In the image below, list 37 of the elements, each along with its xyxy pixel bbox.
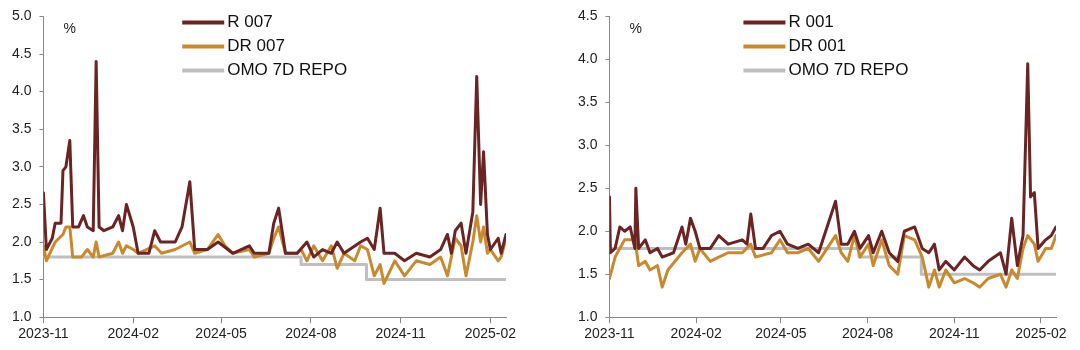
x-tick-label: 2025-02 xyxy=(464,325,517,342)
x-tick-label: 2024-02 xyxy=(670,325,723,342)
x-tick-label: 2024-11 xyxy=(929,325,980,342)
y-axis-title: % xyxy=(629,20,642,37)
y-tick-label: 2.5 xyxy=(577,179,598,196)
legend-label: DR 007 xyxy=(227,36,285,56)
x-tick-label: 2024-02 xyxy=(107,325,160,342)
y-tick-label: 4.0 xyxy=(577,50,598,67)
y-tick-label: 1.0 xyxy=(11,308,32,325)
x-tick-label: 2024-11 xyxy=(375,325,426,342)
legend-label: R 001 xyxy=(788,12,834,32)
y-tick-label: 5.0 xyxy=(11,7,32,24)
x-tick-label: 2023-11 xyxy=(18,325,69,342)
x-tick-label: 2024-05 xyxy=(755,325,807,342)
y-tick-label: 3.0 xyxy=(577,136,598,153)
y-tick-label: 4.5 xyxy=(11,44,32,61)
legend-label: DR 001 xyxy=(788,36,847,56)
y-tick-label: 3.5 xyxy=(577,93,598,110)
legend-label: OMO 7D REPO xyxy=(788,60,909,80)
legend-label: R 007 xyxy=(227,12,273,32)
x-tick-label: 2024-08 xyxy=(285,325,337,342)
y-tick-label: 1.5 xyxy=(577,265,598,282)
x-tick-label: 2024-05 xyxy=(195,325,247,342)
y-tick-label: 2.0 xyxy=(11,232,32,249)
x-tick-label: 2025-02 xyxy=(1015,325,1067,342)
y-tick-label: 2.5 xyxy=(11,195,32,212)
x-tick-label: 2024-08 xyxy=(841,325,894,342)
y-axis-title: % xyxy=(63,20,76,37)
y-tick-label: 3.5 xyxy=(11,120,32,137)
y-tick-label: 3.0 xyxy=(11,157,32,174)
y-tick-label: 1.0 xyxy=(577,308,598,325)
x-tick-label: 2023-11 xyxy=(584,325,635,342)
y-tick-label: 2.0 xyxy=(577,222,598,239)
y-tick-label: 1.5 xyxy=(11,270,32,287)
legend-label: OMO 7D REPO xyxy=(227,60,348,80)
y-tick-label: 4.0 xyxy=(11,82,32,99)
y-tick-label: 4.5 xyxy=(577,7,598,24)
